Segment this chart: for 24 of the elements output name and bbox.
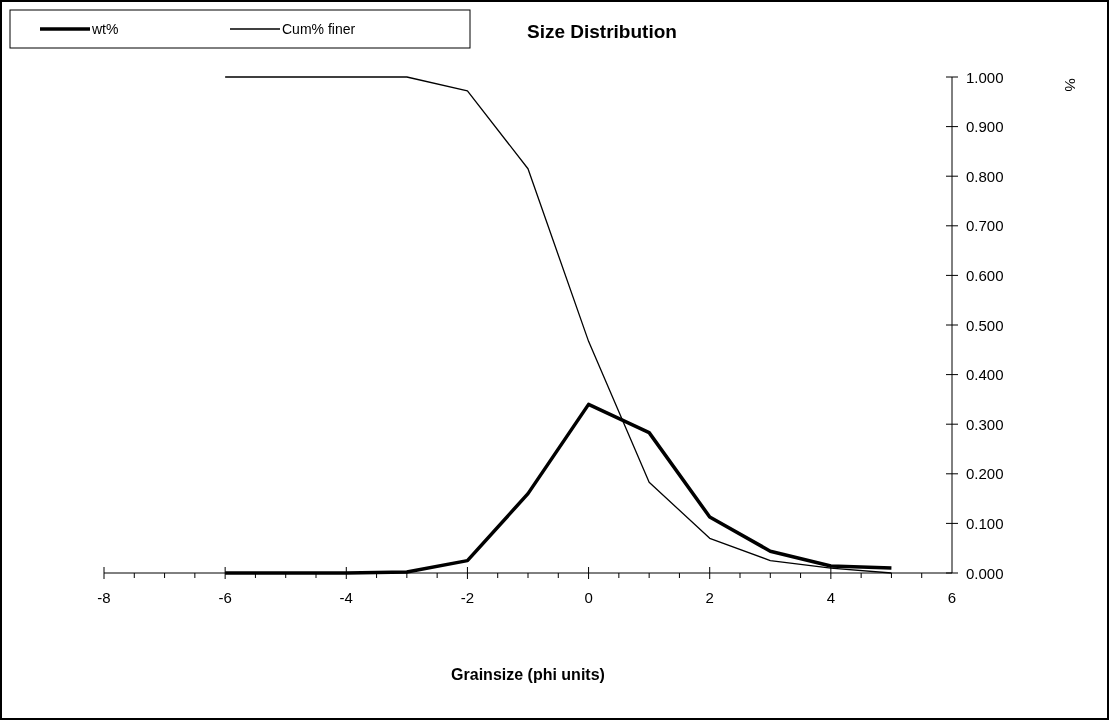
y2-tick-label: 0.600 [966,266,1004,284]
y2-tick-label: 0.200 [966,465,1004,483]
y2-tick-label: 0.700 [966,217,1004,235]
x-tick-label: -2 [460,589,475,606]
x-tick-label: 0 [584,589,593,606]
y2-tick-label: 1.000 [966,68,1004,86]
y2-axis-title: % [1061,78,1079,92]
y2-tick-label: 0.300 [966,415,1004,433]
x-tick-label: -6 [218,589,232,606]
x-tick-label: 6 [947,589,957,606]
y2-tick-label: 0.400 [966,366,1004,384]
x-axis-title: Grainsize (phi units) [451,666,605,683]
y2-tick-label: 0.800 [966,167,1004,185]
y2-tick-label: 0.000 [966,564,1004,582]
legend-label: Cum% finer [282,21,356,37]
x-tick-label: -4 [339,589,353,606]
chart-title: Size Distribution [527,20,677,42]
x-tick-label: -8 [97,589,111,606]
x-tick-label: 2 [705,589,714,606]
y2-tick-label: 0.100 [966,514,1004,532]
legend-label: wt% [91,21,119,37]
x-tick-label: 4 [826,589,836,606]
y2-tick-label: 0.900 [966,118,1004,136]
y2-tick-label: 0.500 [966,316,1004,334]
